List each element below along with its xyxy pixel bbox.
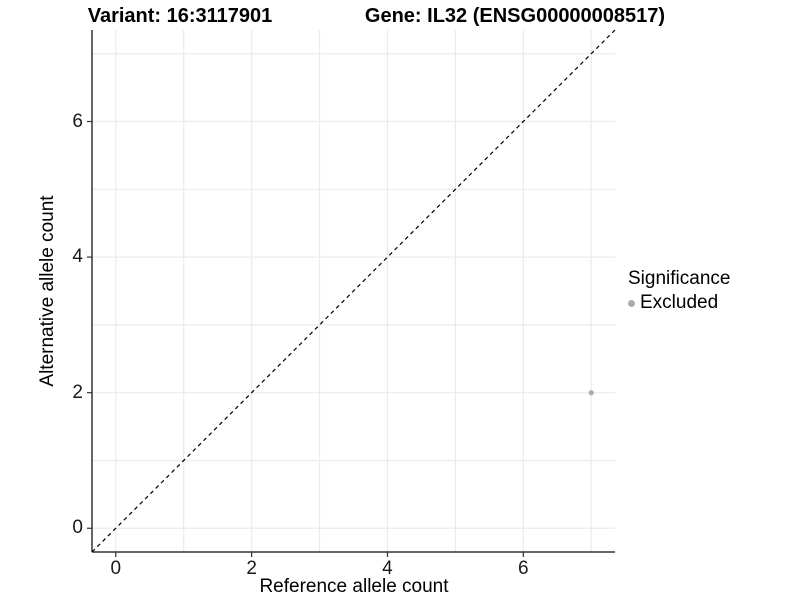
legend-point-icon (628, 299, 635, 307)
legend-item-label: Excluded (640, 292, 719, 313)
identity-line (91, 29, 616, 553)
y-axis-title: Alternative allele count (37, 195, 58, 387)
y-tick-label: 0 (72, 517, 83, 539)
legend-item-excluded: Excluded (628, 292, 730, 314)
legend: Significance Excluded (628, 268, 730, 314)
y-tick-label: 4 (72, 246, 83, 268)
data-point-excluded (588, 390, 594, 396)
legend-title: Significance (628, 268, 731, 289)
x-tick-label: 0 (110, 558, 122, 579)
plot-title-variant: Variant: 16:3117901 (87, 5, 273, 27)
x-tick-label: 2 (246, 558, 257, 579)
plot-title-gene: Gene: IL32 (ENSG00000008517) (364, 5, 666, 27)
x-axis-title: Reference allele count (259, 576, 449, 597)
y-tick-label: 2 (72, 381, 83, 403)
y-tick-label: 6 (72, 110, 83, 132)
x-tick-label: 6 (518, 558, 529, 579)
x-tick-label: 4 (382, 558, 393, 579)
